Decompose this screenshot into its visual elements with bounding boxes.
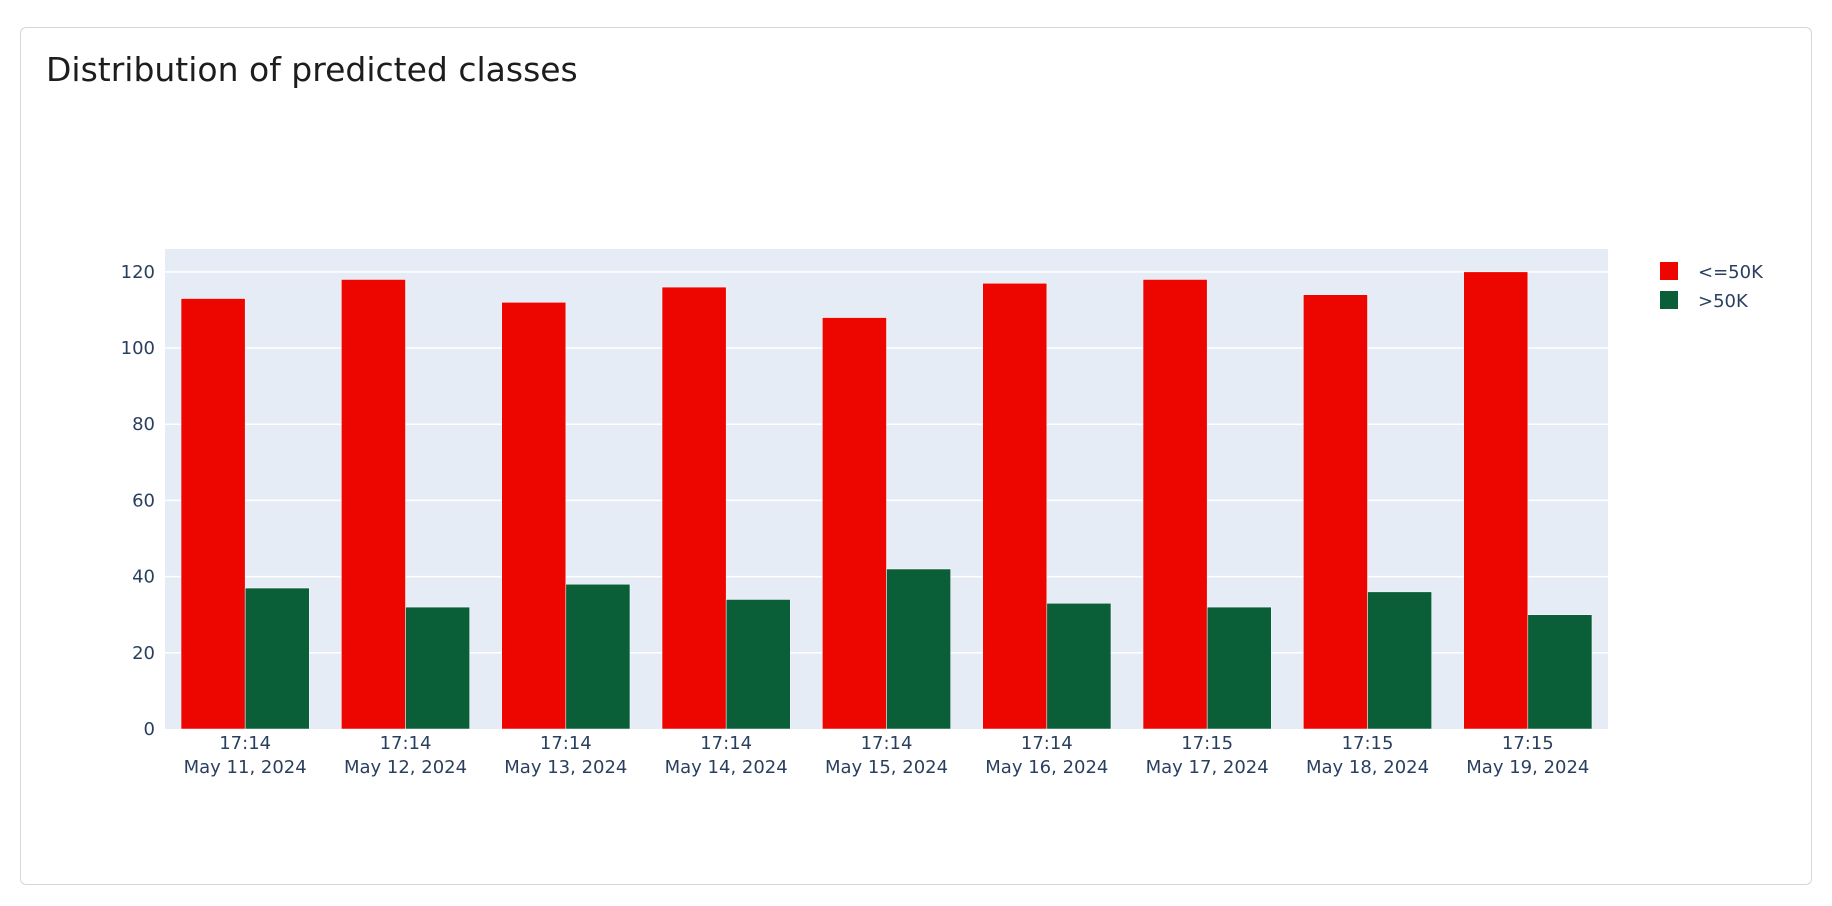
bar-le-50k[interactable] <box>341 279 405 729</box>
bar-le-50k[interactable] <box>662 287 726 729</box>
x-tick-label: 17:14 <box>700 733 752 754</box>
x-tick-label: 17:14 <box>219 733 271 754</box>
bar-gt-50k[interactable] <box>245 588 309 729</box>
bar-gt-50k[interactable] <box>1368 592 1432 729</box>
x-tick-label: May 16, 2024 <box>985 757 1108 778</box>
y-tick-label: 100 <box>121 338 155 359</box>
x-tick-label: 17:15 <box>1342 733 1394 754</box>
y-tick-label: 80 <box>132 414 155 435</box>
x-tick-label: May 18, 2024 <box>1306 757 1429 778</box>
y-tick-label: 60 <box>132 490 155 511</box>
bar-gt-50k[interactable] <box>1207 607 1271 729</box>
x-tick-label: May 15, 2024 <box>825 757 948 778</box>
legend-swatch[interactable] <box>1660 291 1678 309</box>
y-tick-label: 40 <box>132 567 155 588</box>
bar-gt-50k[interactable] <box>406 607 470 729</box>
bar-gt-50k[interactable] <box>566 584 630 729</box>
bar-le-50k[interactable] <box>502 302 566 729</box>
x-axis: 17:14 May 11, 2024 17:14 May 12, 2024 17:14 M… <box>184 733 1590 778</box>
bar-le-50k[interactable] <box>1143 279 1207 729</box>
bar-le-50k[interactable] <box>181 299 245 729</box>
x-tick-label: May 17, 2024 <box>1146 757 1269 778</box>
x-tick-label: May 13, 2024 <box>504 757 627 778</box>
x-tick-label: 17:15 <box>1181 733 1233 754</box>
x-tick-label: 17:14 <box>380 733 432 754</box>
y-tick-label: 20 <box>132 643 155 664</box>
bar-gt-50k[interactable] <box>887 569 951 729</box>
bar-gt-50k[interactable] <box>726 599 790 729</box>
x-tick-label: May 11, 2024 <box>184 757 307 778</box>
x-tick-label: 17:14 <box>861 733 913 754</box>
bar-gt-50k[interactable] <box>1528 615 1592 729</box>
bar-gt-50k[interactable] <box>1047 603 1111 729</box>
x-tick-label: 17:14 <box>540 733 592 754</box>
legend: <=50K >50K <box>1660 262 1764 312</box>
x-tick-label: 17:14 <box>1021 733 1073 754</box>
legend-label[interactable]: >50K <box>1698 291 1749 312</box>
y-tick-label: 0 <box>144 719 155 740</box>
bar-le-50k[interactable] <box>822 318 886 729</box>
x-tick-label: May 14, 2024 <box>665 757 788 778</box>
y-tick-label: 120 <box>121 262 155 283</box>
bar-le-50k[interactable] <box>983 283 1047 729</box>
x-tick-label: 17:15 <box>1502 733 1554 754</box>
x-tick-label: May 12, 2024 <box>344 757 467 778</box>
y-axis: 0 20 40 60 80 100 120 <box>121 262 155 740</box>
bar-le-50k[interactable] <box>1303 295 1367 729</box>
bar-le-50k[interactable] <box>1464 272 1528 729</box>
legend-swatch[interactable] <box>1660 262 1678 280</box>
x-tick-label: May 19, 2024 <box>1466 757 1589 778</box>
legend-label[interactable]: <=50K <box>1698 262 1764 283</box>
